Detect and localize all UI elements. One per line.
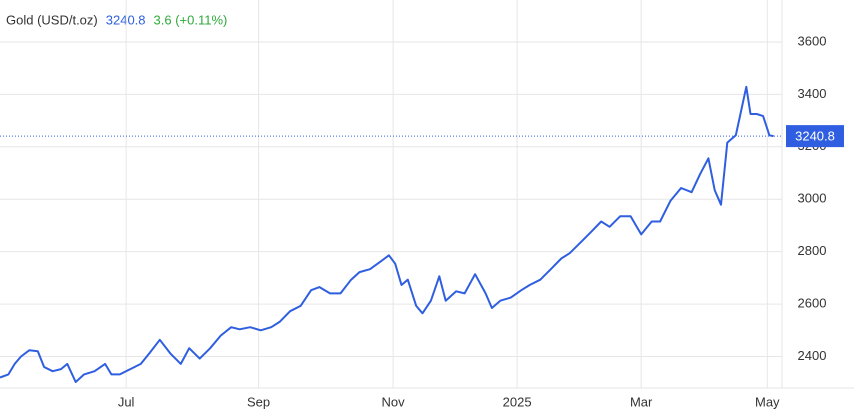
y-tick-label: 2400 (798, 348, 827, 363)
grid (0, 0, 854, 389)
chart-title: Gold (USD/t.oz) (6, 12, 98, 27)
y-tick-label: 3600 (798, 33, 827, 48)
x-tick-label: Jul (118, 394, 135, 409)
last-value-tag-label: 3240.8 (795, 129, 835, 144)
x-tick-label: Nov (382, 394, 406, 409)
x-tick-label: Mar (630, 394, 653, 409)
x-tick-label: May (755, 394, 780, 409)
price-line (0, 85, 774, 383)
x-tick-label: Sep (247, 394, 270, 409)
y-tick-label: 2600 (798, 296, 827, 311)
last-value-tag (786, 125, 844, 148)
y-tick-label: 2800 (798, 243, 827, 258)
y-tick-label: 3400 (798, 86, 827, 101)
x-tick-label: 2025 (503, 394, 532, 409)
change: 3.6 (+0.11%) (154, 12, 228, 27)
y-tick-label: 3000 (798, 191, 827, 206)
